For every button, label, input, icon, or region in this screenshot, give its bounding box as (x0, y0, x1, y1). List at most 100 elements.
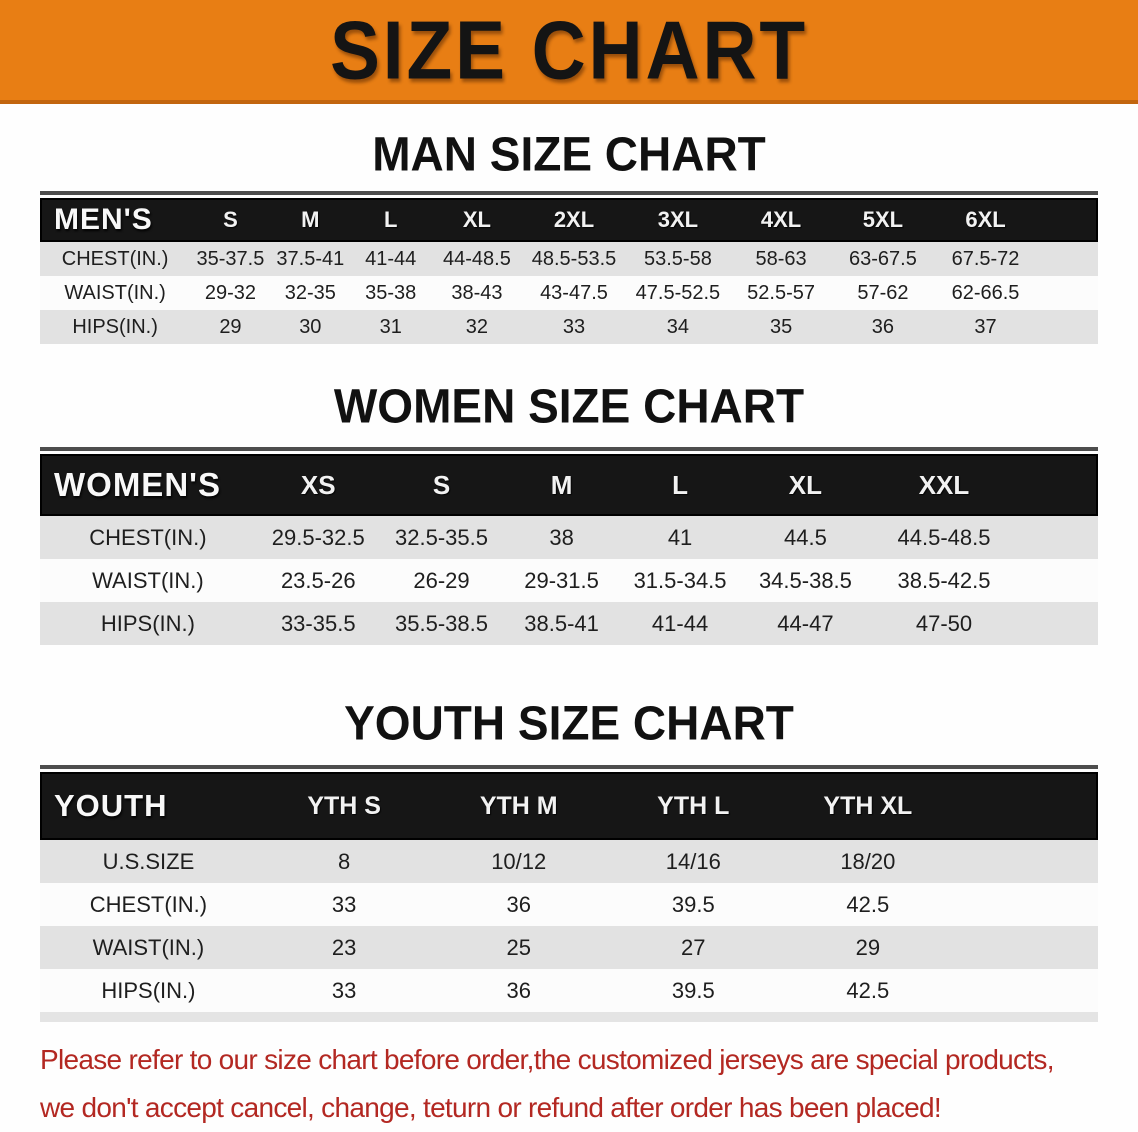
column-header: S (432, 469, 451, 500)
column-header: YTH S (307, 791, 381, 820)
men-section-title: MAN SIZE CHART (372, 126, 766, 182)
column-header: 5XL (862, 207, 904, 232)
cell-value: 33 (562, 315, 586, 338)
column-header: 2XL (553, 207, 595, 232)
cell-value: 27 (681, 934, 706, 960)
cell-value: 37.5-41 (276, 247, 345, 270)
youth-size-table: YOUTH YTH S YTH M YTH L YTH XL U.S.SIZE 8 10/12… (40, 765, 1098, 1012)
cell-value: 41 (667, 524, 693, 550)
cell-value: 33 (331, 891, 357, 917)
row-label: HIPS(IN.) (72, 315, 158, 338)
cell-value: 43-47.5 (540, 281, 608, 304)
column-header: XXL (918, 469, 970, 500)
youth-table-bottom-strip (40, 1012, 1098, 1022)
cell-value: 39.5 (671, 891, 715, 917)
cell-value: 44.5 (784, 524, 827, 550)
row-label: CHEST(IN.) (89, 524, 207, 550)
cell-value: 42.5 (846, 977, 890, 1003)
cell-value: 58-63 (755, 247, 807, 270)
cell-value: 8 (338, 848, 351, 874)
cell-value: 29 (855, 934, 881, 960)
column-header: L (383, 207, 398, 232)
cell-value: 31 (379, 315, 402, 338)
table-row: HIPS(IN.) 33 36 39.5 42.5 (40, 969, 1098, 1012)
column-header: 3XL (657, 207, 699, 232)
table-top-border (40, 191, 1098, 195)
cell-value: 26-29 (413, 567, 470, 593)
cell-value: 10/12 (491, 848, 547, 874)
youth-section-title: YOUTH SIZE CHART (344, 695, 794, 751)
cell-value: 32-35 (284, 281, 336, 304)
cell-value: 35.5-38.5 (395, 610, 488, 636)
cell-value: 36 (871, 315, 895, 338)
cell-value: 29-31.5 (524, 567, 599, 593)
cell-value: 33-35.5 (280, 610, 356, 636)
cell-value: 47-50 (915, 610, 973, 636)
table-row: CHEST(IN.) 35-37.5 37.5-41 41-44 44-48.5 48.5… (40, 242, 1098, 276)
cell-value: 38.5-42.5 (897, 567, 991, 593)
column-header: L (672, 469, 688, 500)
row-label: HIPS(IN.) (101, 977, 196, 1003)
cell-value: 29 (219, 315, 242, 338)
row-label: WAIST(IN.) (64, 281, 166, 304)
cell-value: 44-47 (777, 610, 834, 636)
cell-value: 41-44 (651, 610, 709, 636)
cell-value: 36 (506, 891, 531, 917)
cell-value: 29-32 (204, 281, 257, 304)
cell-value: 35-38 (365, 281, 417, 304)
disclaimer-line-2: we don't accept cancel, change, teturn o… (40, 1092, 942, 1123)
disclaimer-text: Please refer to our size chart before or… (40, 1036, 1138, 1132)
cell-value: 42.5 (846, 891, 890, 917)
table-row: U.S.SIZE 8 10/12 14/16 18/20 (40, 840, 1098, 883)
column-header: XS (300, 469, 336, 500)
column-header: YTH L (657, 791, 730, 820)
cell-value: 35 (769, 315, 793, 338)
cell-value: 33 (331, 977, 357, 1003)
column-header: XL (788, 469, 823, 500)
table-top-border (40, 447, 1098, 451)
column-header: 4XL (760, 207, 802, 232)
row-label: WAIST(IN.) (92, 567, 204, 593)
cell-value: 62-66.5 (951, 281, 1020, 304)
cell-value: 38.5-41 (524, 610, 599, 636)
cell-value: 36 (506, 977, 531, 1003)
table-header-label: MEN'S (54, 203, 153, 236)
cell-value: 25 (506, 934, 531, 960)
column-header: YTH XL (823, 791, 913, 820)
column-header: M (301, 207, 320, 232)
cell-value: 31.5-34.5 (633, 567, 727, 593)
cell-value: 32.5-35.5 (395, 524, 488, 550)
table-row: WAIST(IN.) 23.5-26 26-29 29-31.5 31.5-34.5 34… (40, 559, 1098, 602)
cell-value: 35-37.5 (196, 247, 265, 270)
cell-value: 23 (331, 934, 357, 960)
cell-value: 44-48.5 (443, 247, 511, 270)
row-label: CHEST(IN.) (89, 891, 208, 917)
column-header: YTH M (479, 791, 558, 820)
column-header: XL (462, 207, 491, 232)
women-section-title: WOMEN SIZE CHART (333, 378, 805, 434)
men-size-table: MEN'S S M L XL 2XL 3XL 4XL 5XL 6XL CHEST(IN.) 35-37… (40, 191, 1098, 344)
table-row: CHEST(IN.) 33 36 39.5 42.5 (40, 883, 1098, 926)
column-header: S (223, 207, 238, 232)
cell-value: 41-44 (365, 247, 417, 270)
table-row: WAIST(IN.) 29-32 32-35 35-38 38-43 43-47.5 47.… (40, 276, 1098, 310)
table-row: HIPS(IN.) 29 30 31 32 33 34 35 36 37 (40, 310, 1098, 344)
cell-value: 18/20 (840, 848, 896, 874)
cell-value: 52.5-57 (747, 281, 815, 304)
row-label: U.S.SIZE (102, 848, 195, 874)
cell-value: 29.5-32.5 (271, 524, 365, 550)
cell-value: 67.5-72 (951, 247, 1020, 270)
column-header: M (550, 469, 573, 500)
cell-value: 39.5 (671, 977, 715, 1003)
table-header-row: MEN'S S M L XL 2XL 3XL 4XL 5XL 6XL (40, 198, 1098, 242)
cell-value: 53.5-58 (644, 247, 712, 270)
table-row: CHEST(IN.) 29.5-32.5 32.5-35.5 38 41 44.5 44.5… (40, 516, 1098, 559)
column-header: 6XL (965, 207, 1006, 232)
cell-value: 38-43 (451, 281, 503, 304)
banner: SIZE CHART (0, 0, 1138, 104)
cell-value: 38 (549, 524, 574, 550)
table-header-label: WOMEN'S (54, 466, 222, 503)
row-label: HIPS(IN.) (100, 610, 195, 636)
page-title: SIZE CHART (329, 2, 809, 97)
women-size-table: WOMEN'S XS S M L XL XXL CHEST(IN.) 29.5-32.5 32.5… (40, 447, 1098, 645)
